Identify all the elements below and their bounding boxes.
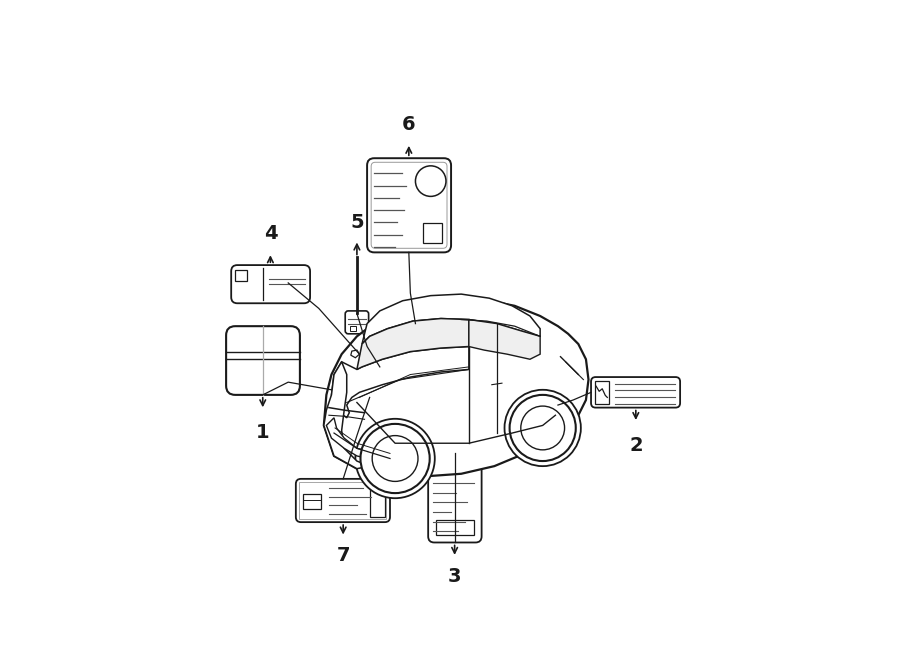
FancyBboxPatch shape xyxy=(231,265,310,303)
Circle shape xyxy=(521,406,564,450)
Polygon shape xyxy=(331,346,469,418)
Circle shape xyxy=(505,390,580,466)
Bar xyxy=(303,494,320,509)
Polygon shape xyxy=(351,350,359,358)
Circle shape xyxy=(373,436,418,481)
FancyBboxPatch shape xyxy=(296,479,390,522)
Circle shape xyxy=(509,395,576,461)
FancyBboxPatch shape xyxy=(591,377,680,408)
Text: 6: 6 xyxy=(402,115,416,134)
Text: 7: 7 xyxy=(337,546,350,565)
Text: 5: 5 xyxy=(350,213,364,232)
Text: 1: 1 xyxy=(256,423,270,442)
Bar xyxy=(370,489,385,517)
Circle shape xyxy=(356,419,435,498)
Text: 2: 2 xyxy=(629,436,643,455)
Bar xyxy=(300,483,386,519)
FancyBboxPatch shape xyxy=(346,311,369,334)
Bar xyxy=(350,326,356,331)
Text: 4: 4 xyxy=(264,224,277,243)
Bar xyxy=(436,520,474,535)
FancyBboxPatch shape xyxy=(428,453,482,543)
Bar xyxy=(235,270,248,282)
Polygon shape xyxy=(324,362,370,469)
Text: 3: 3 xyxy=(448,567,462,586)
Circle shape xyxy=(361,424,429,493)
Polygon shape xyxy=(324,298,589,477)
FancyBboxPatch shape xyxy=(367,158,451,253)
FancyBboxPatch shape xyxy=(371,163,447,249)
Polygon shape xyxy=(327,418,426,466)
Polygon shape xyxy=(357,319,469,369)
Polygon shape xyxy=(469,319,540,360)
Bar xyxy=(423,223,443,243)
FancyBboxPatch shape xyxy=(226,326,300,395)
Bar xyxy=(595,381,609,403)
Polygon shape xyxy=(362,294,540,344)
